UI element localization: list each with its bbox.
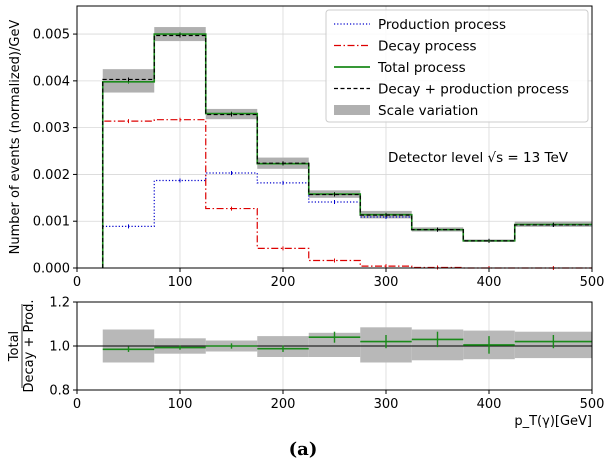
ratio-y-label-numerator: Total [7,331,22,362]
legend-production-process-label: Production process [378,17,506,33]
y-tick-label: 0.005 [33,28,70,43]
x-tick-label: 500 [580,275,605,290]
legend-scale-variation-label: Scale variation [378,103,478,119]
series-decay-process-line [102,119,592,269]
x-axis-label: p_T(γ)[GeV] [514,414,592,429]
x-tick-label: 300 [374,397,399,412]
legend-scale-variation-swatch [334,105,370,115]
annotation-detector-level: Detector level √s = 13 TeV [388,150,569,166]
ratio-plot: 0 100 200 300 400 500 0.8 1.0 1.2 p_T(γ)[GeV] Tota… [7,296,604,430]
x-tick-label: 100 [168,275,193,290]
y-tick-label: 0.001 [33,215,70,230]
x-tick-label: 300 [374,275,399,290]
y-tick-label: 0.004 [33,74,70,89]
x-tick-label: 0 [73,275,81,290]
x-tick-label: 500 [580,397,605,412]
main-plot-frame [76,5,593,269]
y-axis-label: Number of events (normalized)/GeV [8,20,23,255]
y-tick-label: 0.002 [33,168,70,183]
legend-decay-process-label: Decay process [378,39,477,55]
x-tick-label: 400 [477,275,502,290]
x-tick-label: 200 [271,275,296,290]
x-tick-label: 200 [271,397,296,412]
y-tick-label: 0.8 [49,384,70,399]
ratio-y-label-denominator: Decay + Prod. [22,300,37,393]
y-tick-label: 0.000 [33,262,70,277]
legend-decay-production-process-label: Decay + production process [378,82,569,98]
x-tick-label: 100 [168,397,193,412]
ratio-y-axis-label: Total Decay + Prod. [7,300,37,393]
series-production-process-line [102,172,592,268]
series-total-process-line [101,33,592,268]
y-tick-label: 1.2 [49,296,70,311]
caption: (a) [289,439,318,460]
legend-box [325,9,589,123]
legend-total-process-label: Total process [377,60,466,76]
y-tick-label: 0.003 [33,121,70,136]
y-tick-label: 1.0 [49,340,70,355]
main-histogram-plot: 0 100 200 300 400 500 0.000 0.001 0.002 0.003 0.00… [8,5,605,290]
x-tick-label: 400 [477,397,502,412]
x-tick-label: 0 [73,397,81,412]
